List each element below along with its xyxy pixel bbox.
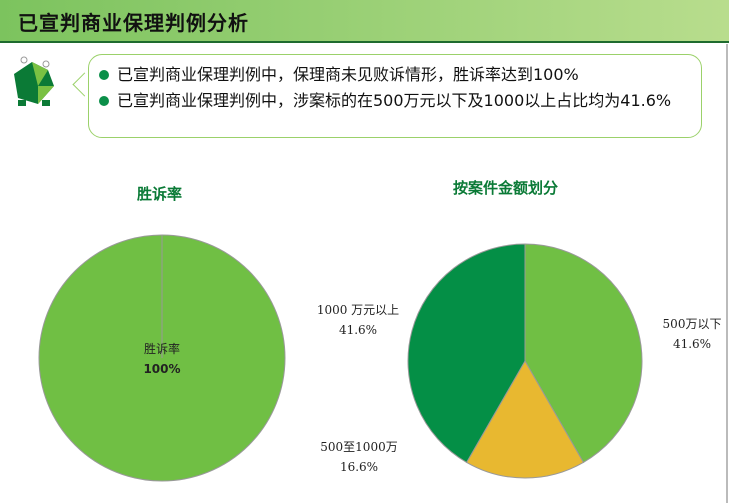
page-title: 已宣判商业保理判例分析 [18, 11, 249, 35]
slice-label: 胜诉率 [143, 342, 180, 356]
chart-title-win-rate: 胜诉率 [137, 185, 183, 203]
bullet-dot-icon [99, 70, 109, 80]
pie-slice [407, 243, 526, 464]
slice-label: 500至1000万 [320, 440, 398, 454]
right-border [726, 44, 728, 503]
bullet-item: 已宣判商业保理判例中，涉案标的在500万元以下及1000以上占比均为41.6% [99, 89, 697, 113]
slice-value: 16.6% [339, 460, 379, 474]
slice-value: 41.6% [672, 337, 712, 351]
chart-title-amount: 按案件金额划分 [453, 179, 559, 197]
bullet-text: 已宣判商业保理判例中，保理商未见败诉情形，胜诉率达到100% [117, 65, 579, 84]
summary-bubble: 已宣判商业保理判例中，保理商未见败诉情形，胜诉率达到100% 已宣判商业保理判例… [88, 54, 702, 138]
slice-label: 500万以下 [662, 317, 722, 331]
data-label-win-rate: 胜诉率 100% [122, 339, 202, 379]
pie-slice [465, 359, 585, 479]
data-label-under-500: 500万以下 41.6% [652, 314, 729, 354]
data-label-500-1000: 500至1000万 16.6% [314, 437, 404, 477]
bullet-item: 已宣判商业保理判例中，保理商未见败诉情形，胜诉率达到100% [99, 63, 697, 87]
slice-value: 41.6% [338, 323, 378, 337]
bullet-text: 已宣判商业保理判例中，涉案标的在500万元以下及1000以上占比均为41.6% [117, 91, 672, 110]
bullet-dot-icon [99, 96, 109, 106]
data-label-over-1000: 1000 万元以上 41.6% [316, 300, 400, 340]
slice-value: 100% [143, 362, 181, 376]
header-bar: 已宣判商业保理判例分析 [0, 0, 729, 43]
pie-slice [524, 243, 643, 464]
slice-label: 1000 万元以上 [316, 303, 400, 317]
mascot-icon [14, 56, 54, 106]
